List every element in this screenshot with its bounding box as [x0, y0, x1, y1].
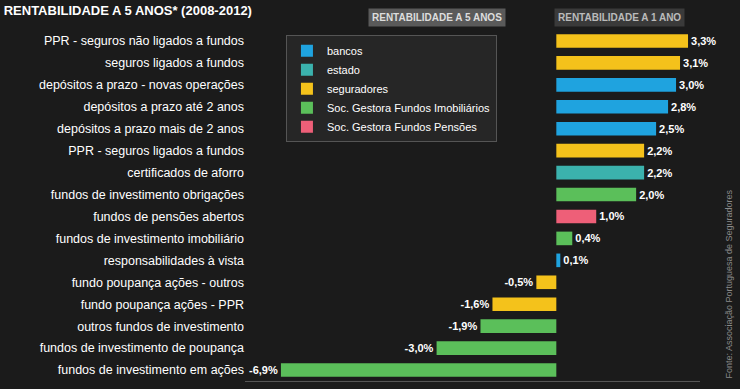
svg-text:outros fundos de investimento: outros fundos de investimento	[77, 320, 244, 334]
svg-text:certificados de aforro: certificados de aforro	[127, 166, 244, 180]
svg-text:fundos de investimento de poup: fundos de investimento de poupança	[40, 341, 244, 355]
svg-text:-1,9%: -1,9%	[449, 320, 478, 332]
svg-text:Fonte: Associação Portuguesa d: Fonte: Associação Portuguesa de Segurado…	[724, 189, 734, 378]
svg-text:3,0%: 3,0%	[679, 79, 704, 91]
svg-text:seguradores: seguradores	[327, 83, 389, 95]
svg-text:depósitos a prazo mais de 2 an: depósitos a prazo mais de 2 anos	[57, 122, 244, 136]
svg-text:depósitos a prazo até 2 anos: depósitos a prazo até 2 anos	[83, 100, 244, 114]
svg-text:2,8%: 2,8%	[671, 101, 696, 113]
svg-text:3,3%: 3,3%	[691, 35, 716, 47]
svg-text:fundos de investimento em açõe: fundos de investimento em ações	[58, 363, 244, 377]
svg-text:2,5%: 2,5%	[659, 123, 684, 135]
svg-text:2,2%: 2,2%	[647, 145, 672, 157]
svg-text:RENTABILIDADE A 5 ANOS* (2008-: RENTABILIDADE A 5 ANOS* (2008-2012)	[4, 3, 252, 18]
svg-text:fundos de investimento obrigaç: fundos de investimento obrigações	[51, 188, 244, 202]
svg-text:fundos de investimento imobili: fundos de investimento imobiliário	[56, 232, 244, 246]
svg-text:2,2%: 2,2%	[647, 167, 672, 179]
svg-text:fundos de pensões abertos: fundos de pensões abertos	[93, 210, 244, 224]
svg-text:1,0%: 1,0%	[599, 210, 624, 222]
svg-text:fundo poupança ações - PPR: fundo poupança ações - PPR	[81, 298, 244, 312]
svg-text:-0,5%: -0,5%	[504, 276, 533, 288]
svg-text:Soc. Gestora Fundos Imobiliári: Soc. Gestora Fundos Imobiliários	[327, 102, 490, 114]
svg-text:depósitos a prazo - novas oper: depósitos a prazo - novas operações	[39, 78, 244, 92]
svg-text:RENTABILIDADE A 5 ANOS: RENTABILIDADE A 5 ANOS	[372, 12, 502, 23]
svg-text:PPR - seguros ligados a fundos: PPR - seguros ligados a fundos	[68, 144, 244, 158]
svg-text:0,4%: 0,4%	[575, 232, 600, 244]
svg-text:estado: estado	[327, 64, 360, 76]
svg-text:RENTABILIDADE A 1 ANO: RENTABILIDADE A 1 ANO	[558, 12, 681, 23]
svg-text:-1,6%: -1,6%	[461, 298, 490, 310]
svg-text:fundo poupança ações - outros: fundo poupança ações - outros	[72, 276, 244, 290]
svg-text:3,1%: 3,1%	[683, 57, 708, 69]
svg-text:responsabilidades à vista: responsabilidades à vista	[104, 254, 244, 268]
svg-text:0,1%: 0,1%	[563, 254, 588, 266]
svg-text:Soc. Gestora Fundos Pensões: Soc. Gestora Fundos Pensões	[327, 121, 477, 133]
svg-text:bancos: bancos	[327, 45, 363, 57]
svg-text:seguros ligados a fundos: seguros ligados a fundos	[105, 56, 244, 70]
svg-text:PPR - seguros não ligados a fu: PPR - seguros não ligados a fundos	[44, 34, 244, 48]
svg-text:-3,0%: -3,0%	[405, 342, 434, 354]
svg-text:2,0%: 2,0%	[639, 189, 664, 201]
svg-text:-6,9%: -6,9%	[249, 364, 278, 376]
